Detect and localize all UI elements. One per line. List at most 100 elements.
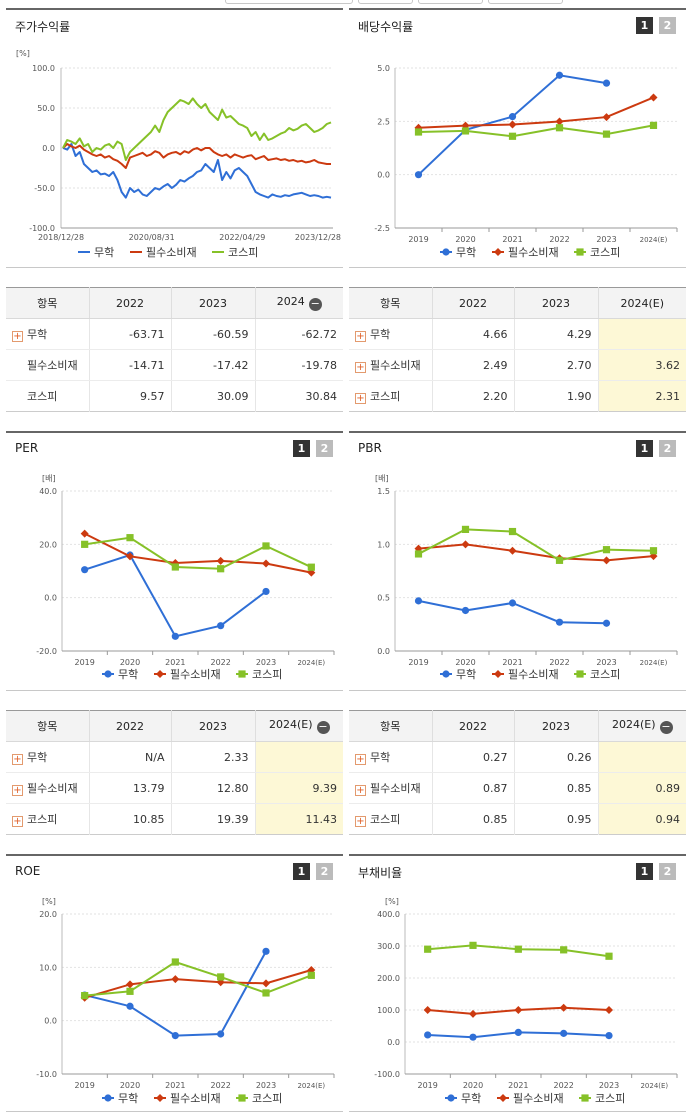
table-cell: 9.57	[88, 380, 171, 412]
card-title: 배당수익률	[358, 20, 414, 34]
expand-icon[interactable]: +	[355, 785, 366, 796]
table-cell: 2.49	[431, 349, 514, 381]
y-tick-label: 1.0	[377, 540, 390, 549]
data-point	[126, 987, 134, 995]
legend-label: 코스피	[590, 246, 620, 259]
expand-icon[interactable]: +	[12, 816, 23, 827]
y-tick-label: 5.0	[377, 64, 390, 73]
legend-label: 무학	[456, 246, 476, 259]
table-cell: -63.71	[88, 318, 171, 350]
row-label-cell[interactable]: + 무학	[349, 318, 432, 350]
collapse-icon[interactable]: −	[308, 297, 322, 311]
expand-icon[interactable]: +	[12, 331, 23, 342]
collapse-icon[interactable]: −	[316, 720, 330, 734]
page-2-button[interactable]: 2	[659, 440, 676, 457]
page-2-button[interactable]: 2	[659, 17, 676, 34]
series-line	[84, 536, 312, 570]
row-label-cell[interactable]: + 필수소비재	[349, 349, 432, 381]
x-tick-label: 2022	[553, 1081, 573, 1090]
page-1-button[interactable]: 1	[293, 440, 310, 457]
legend-label: 필수소비재	[508, 668, 559, 681]
table-cell	[597, 318, 686, 350]
row-label-cell[interactable]: + 코스피	[349, 804, 432, 835]
data-point	[262, 947, 270, 955]
row-label-cell[interactable]: + 코스피	[349, 381, 432, 412]
page-1-button[interactable]: 1	[293, 863, 310, 880]
row-label-cell[interactable]: + 코스피	[6, 804, 89, 835]
toolbar-button[interactable]	[418, 0, 483, 4]
row-label-cell[interactable]: + 무학	[349, 741, 432, 773]
table-cell: 9.39	[254, 772, 343, 804]
data-point	[461, 127, 470, 135]
expand-icon[interactable]: +	[355, 362, 366, 373]
column-header-label: 항목	[37, 720, 58, 733]
page-1-button[interactable]: 1	[636, 17, 653, 34]
x-tick-label: 2023	[256, 658, 276, 667]
page-2-button[interactable]: 2	[316, 863, 333, 880]
data-point	[602, 79, 611, 87]
x-tick-label: 2024(E)	[297, 659, 325, 667]
row-label-cell[interactable]: + 필수소비재	[6, 772, 89, 804]
row-label-cell: 필수소비재	[6, 349, 89, 381]
page-2-button[interactable]: 2	[659, 863, 676, 880]
legend-label: 필수소비재	[170, 1092, 221, 1105]
table-cell: 2.20	[431, 380, 514, 412]
data-point	[171, 958, 179, 966]
legend-marker	[104, 670, 112, 678]
data-point	[508, 527, 517, 536]
data-point	[514, 1028, 522, 1036]
data-point	[262, 587, 270, 596]
y-tick-label: 2.5	[377, 117, 390, 126]
data-point	[262, 989, 270, 997]
table-cell: 2.31	[597, 380, 686, 412]
column-header-label: 2022	[116, 296, 144, 310]
table-cell: 30.84	[254, 380, 343, 412]
row-label: 코스피	[27, 390, 58, 403]
toolbar-button[interactable]	[358, 0, 413, 4]
y-tick-label: 40.0	[39, 487, 57, 496]
row-label-cell[interactable]: + 무학	[6, 741, 89, 773]
data-point	[171, 563, 179, 571]
table-cell: 0.89	[597, 772, 686, 804]
expand-icon[interactable]: +	[355, 331, 366, 342]
data-point	[216, 556, 225, 565]
data-point	[262, 542, 270, 550]
row-label-cell[interactable]: + 무학	[6, 318, 89, 350]
row-label: 필수소비재	[27, 359, 78, 372]
expand-icon[interactable]: +	[12, 785, 23, 796]
column-header: 2023	[170, 710, 255, 742]
data-point	[508, 132, 517, 140]
pbr-chart-card: PBR 1 2 [배] 1.5 1.0 0.5 0.0 2019 2020 2021 2022 2…	[349, 431, 686, 691]
data-point	[126, 1002, 134, 1010]
table-cell: 0.87	[431, 772, 514, 804]
table-cell: 1.90	[513, 380, 598, 412]
page-1-button[interactable]: 1	[636, 863, 653, 880]
legend-label: 필수소비재	[513, 1092, 564, 1105]
data-point	[81, 540, 89, 548]
column-header-label: 2024(E)	[268, 718, 313, 732]
legend-marker	[104, 1094, 112, 1102]
data-point	[307, 563, 315, 571]
data-point	[81, 992, 89, 1000]
collapse-icon[interactable]: −	[659, 720, 673, 734]
data-point	[602, 619, 611, 627]
period-selector[interactable]	[225, 0, 353, 4]
x-tick-label: 2020/08/31	[129, 233, 175, 242]
page-2-button[interactable]: 2	[316, 440, 333, 457]
expand-icon[interactable]: +	[12, 754, 23, 765]
table-cell: 30.09	[170, 380, 255, 412]
column-header: 2022	[88, 287, 171, 319]
legend-marker	[581, 1094, 589, 1102]
page-1-button[interactable]: 1	[636, 440, 653, 457]
toolbar-button[interactable]	[488, 0, 563, 4]
data-point	[649, 547, 658, 555]
series-line	[62, 97, 332, 161]
expand-icon[interactable]: +	[355, 393, 366, 404]
row-label-cell: 코스피	[6, 381, 89, 412]
row-label-cell[interactable]: + 필수소비재	[349, 772, 432, 804]
column-header-label: 2022	[459, 296, 487, 310]
expand-icon[interactable]: +	[355, 816, 366, 827]
expand-icon[interactable]: +	[355, 754, 366, 765]
legend-label: 코스피	[252, 668, 282, 681]
column-header: 2023	[513, 710, 598, 742]
